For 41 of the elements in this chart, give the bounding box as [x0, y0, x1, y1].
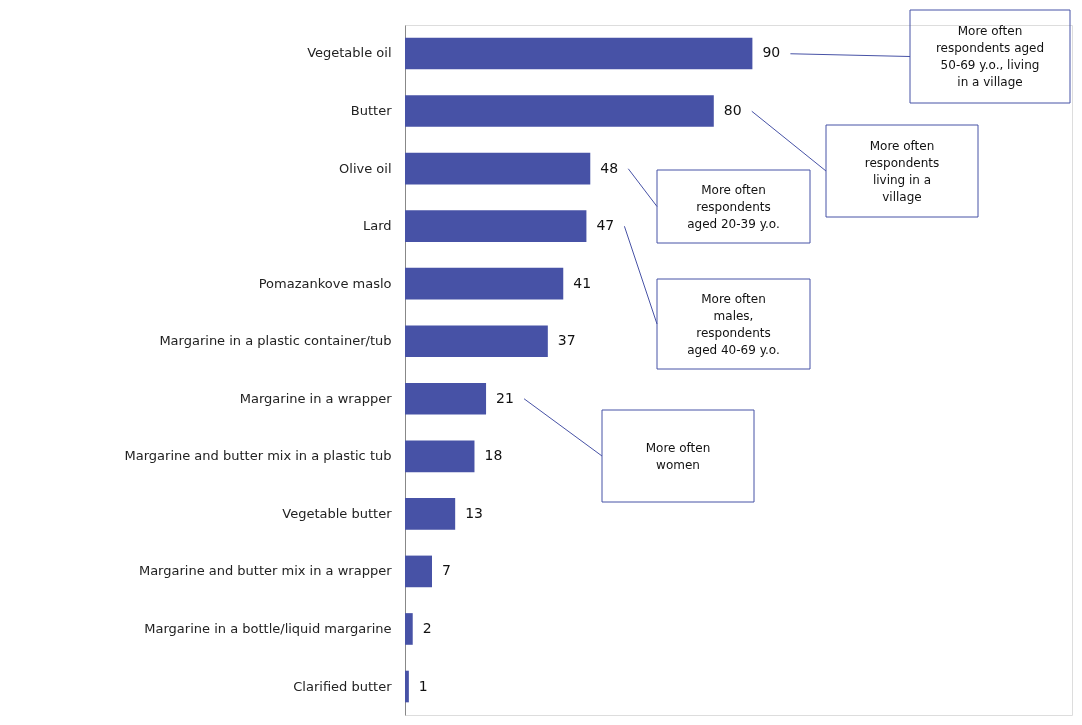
- y-tick-label: Butter: [350, 103, 393, 119]
- y-tick-label: Margarine in a bottle/liquid margarine: [144, 620, 392, 636]
- bar: [405, 152, 591, 185]
- annotation: More often males, respondents aged 40-69 y.o.: [687, 291, 780, 357]
- y-tick-label: Margarine and butter mix in a wrapper: [138, 563, 393, 579]
- bar: [405, 267, 564, 300]
- data-label: 7: [442, 562, 451, 579]
- bar: [405, 670, 409, 703]
- bar: [405, 95, 714, 127]
- data-label: 21: [496, 389, 514, 406]
- y-tick-label: Pomazankove maslo: [258, 275, 392, 291]
- bar: [405, 210, 587, 242]
- data-label: 48: [600, 159, 619, 176]
- data-label: 13: [465, 504, 484, 521]
- data-label: 41: [573, 274, 592, 291]
- bar: [405, 325, 548, 358]
- bar: [405, 37, 753, 70]
- data-label: 18: [484, 447, 503, 464]
- y-tick-label: Margarine in a wrapper: [239, 390, 393, 406]
- y-tick-label: Olive oil: [339, 160, 392, 176]
- annotation: More often women: [645, 440, 711, 472]
- y-tick-label: Lard: [362, 218, 392, 234]
- data-label: 80: [723, 102, 742, 119]
- text: More often respondents aged 50-69 y.o., living in a village: [935, 24, 1045, 89]
- data-label: 2: [422, 619, 432, 636]
- bar: [405, 498, 456, 530]
- y-tick-label: Margarine in a plastic container/tub: [159, 333, 392, 349]
- bar: [405, 382, 487, 415]
- bar: [405, 613, 413, 645]
- annotation: More often respondents aged 20-39 y.o.: [687, 182, 780, 231]
- bar: [405, 555, 433, 588]
- data-label: 1: [418, 677, 428, 694]
- text: More often respondents living in a village: [864, 138, 940, 204]
- y-tick-label: Margarine and butter mix in a plastic tub: [124, 448, 392, 464]
- y-tick-label: Vegetable oil: [307, 45, 392, 61]
- data-label: 90: [762, 44, 781, 61]
- y-tick-label: Clarified butter: [293, 678, 393, 694]
- bar: [405, 440, 475, 473]
- data-label: 47: [596, 217, 615, 234]
- data-label: 37: [557, 332, 576, 349]
- y-tick-label: Vegetable butter: [282, 505, 393, 521]
